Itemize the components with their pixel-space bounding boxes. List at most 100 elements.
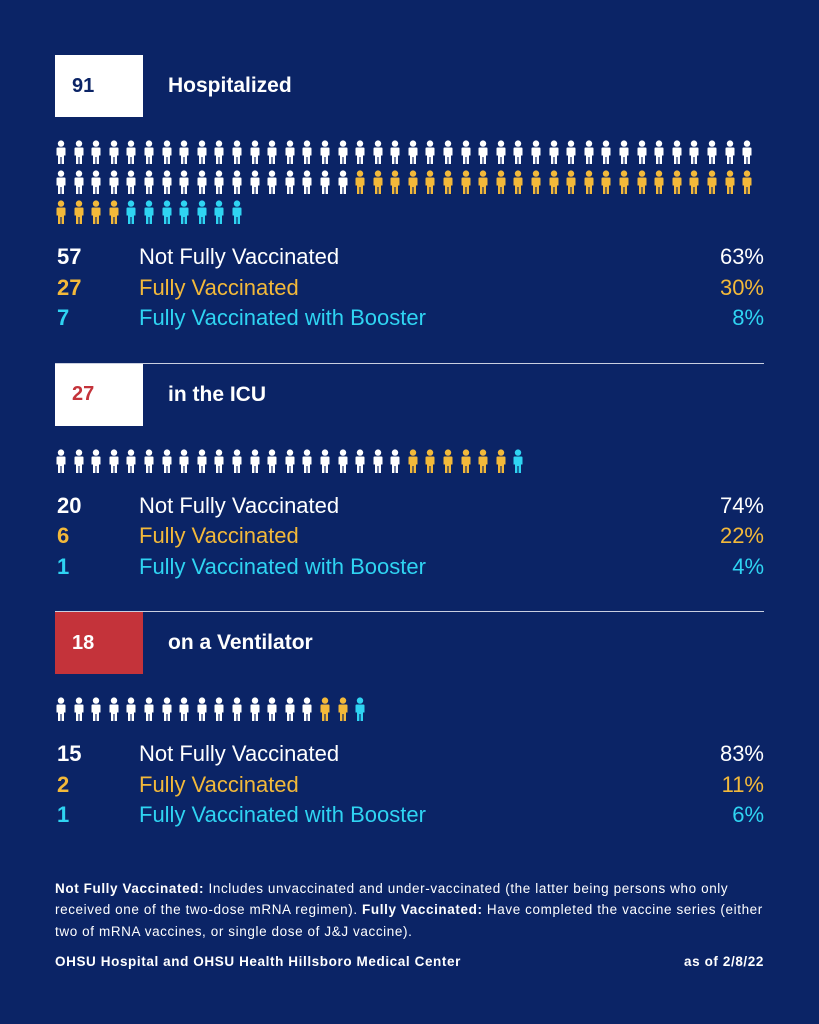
person-icon [566, 170, 576, 194]
icon-head [216, 448, 223, 456]
icon-body [144, 207, 154, 224]
person-icon [637, 140, 647, 164]
person-icon [162, 170, 172, 194]
icon-head [163, 140, 170, 147]
person-icon [91, 140, 101, 164]
person-icon [513, 448, 523, 473]
icon-head [251, 448, 258, 456]
icon-head [128, 200, 135, 207]
icon-body [390, 456, 400, 473]
icon-head [286, 697, 293, 704]
person-icon [126, 200, 136, 224]
icon-head [532, 170, 540, 177]
footnote: Not Fully Vaccinated: Includes unvaccina… [55, 878, 764, 943]
person-icon [91, 697, 101, 721]
person-icon [250, 140, 260, 164]
person-icon [56, 140, 66, 164]
icon-head [515, 140, 522, 147]
person-icon [461, 170, 471, 194]
icon-body [267, 456, 277, 473]
icon-head [691, 140, 698, 147]
icon-head [339, 140, 346, 147]
legend-row: 1 Fully Vaccinated with Booster 6% [55, 800, 764, 831]
icon-body [109, 704, 119, 721]
icon-head [568, 140, 575, 147]
legend-rows: 57 Not Fully Vaccinated 63% 27 Fully Vaccina… [55, 242, 764, 334]
icon-body [302, 704, 312, 721]
legend-row: 27 Fully Vaccinated 30% [55, 273, 764, 304]
person-icon [250, 697, 260, 721]
icon-body [56, 177, 66, 194]
legend-row: 15 Not Fully Vaccinated 83% [55, 739, 764, 770]
icon-head [92, 200, 100, 207]
icon-head [339, 170, 346, 177]
person-icon [109, 170, 119, 194]
person-icon [707, 140, 717, 164]
note-term: Not Fully Vaccinated: [55, 880, 205, 896]
person-icon [285, 448, 295, 473]
icon-head [268, 697, 276, 704]
person-icon [443, 170, 453, 194]
person-icon [390, 140, 400, 164]
person-icon [232, 448, 242, 473]
icon-head [75, 697, 82, 704]
icon-body [91, 147, 101, 164]
person-icon [302, 140, 312, 164]
person-icon [337, 140, 347, 164]
person-icon [549, 170, 559, 194]
icon-body [126, 207, 136, 224]
icon-head [75, 448, 82, 456]
icon-head [550, 170, 557, 177]
icon-head [92, 448, 100, 456]
icon-body [725, 147, 735, 164]
icon-head [620, 140, 628, 147]
person-icon [126, 140, 136, 164]
person-icon [56, 170, 66, 194]
icon-head [550, 140, 557, 147]
person-icon [584, 140, 594, 164]
icon-head [163, 200, 170, 207]
icon-body [126, 177, 136, 194]
person-icon [144, 140, 154, 164]
person-icon [619, 170, 629, 194]
person-icon [373, 170, 383, 194]
icon-head [444, 170, 452, 177]
person-icon [408, 448, 418, 473]
icon-body [549, 177, 559, 194]
person-icon [496, 170, 506, 194]
icon-body [74, 456, 84, 473]
icon-head [427, 170, 434, 177]
icon-body [267, 147, 277, 164]
icon-head [638, 170, 645, 177]
legend-row: 2 Fully Vaccinated 11% [55, 770, 764, 801]
total-box: 18 [55, 612, 143, 674]
count: 1 [57, 553, 70, 579]
icon-head [128, 697, 135, 704]
icon-body [408, 147, 418, 164]
icon-head [392, 170, 399, 177]
icon-body [126, 147, 136, 164]
icon-head [110, 697, 117, 704]
person-icon [232, 200, 242, 224]
icon-head [286, 170, 293, 177]
person-icon [91, 170, 101, 194]
icon-body [478, 177, 488, 194]
icon-head [251, 140, 258, 147]
person-icon [478, 448, 488, 473]
icon-head [198, 170, 205, 177]
percent: 63% [719, 244, 764, 270]
icon-body [74, 147, 84, 164]
icon-head [180, 200, 188, 207]
person-icon [267, 140, 277, 164]
icon-head [480, 448, 487, 456]
icon-body [144, 456, 154, 473]
icon-body [214, 147, 224, 164]
person-icon [478, 140, 488, 164]
person-icon [725, 140, 735, 164]
icon-head [497, 140, 505, 147]
icon-body [654, 177, 664, 194]
icon-head [233, 697, 241, 704]
icon-body [91, 207, 101, 224]
sections: 91 Hospitalized 57 Not Fully Vaccinated 63% 2… [55, 0, 764, 831]
person-icon [214, 697, 224, 721]
